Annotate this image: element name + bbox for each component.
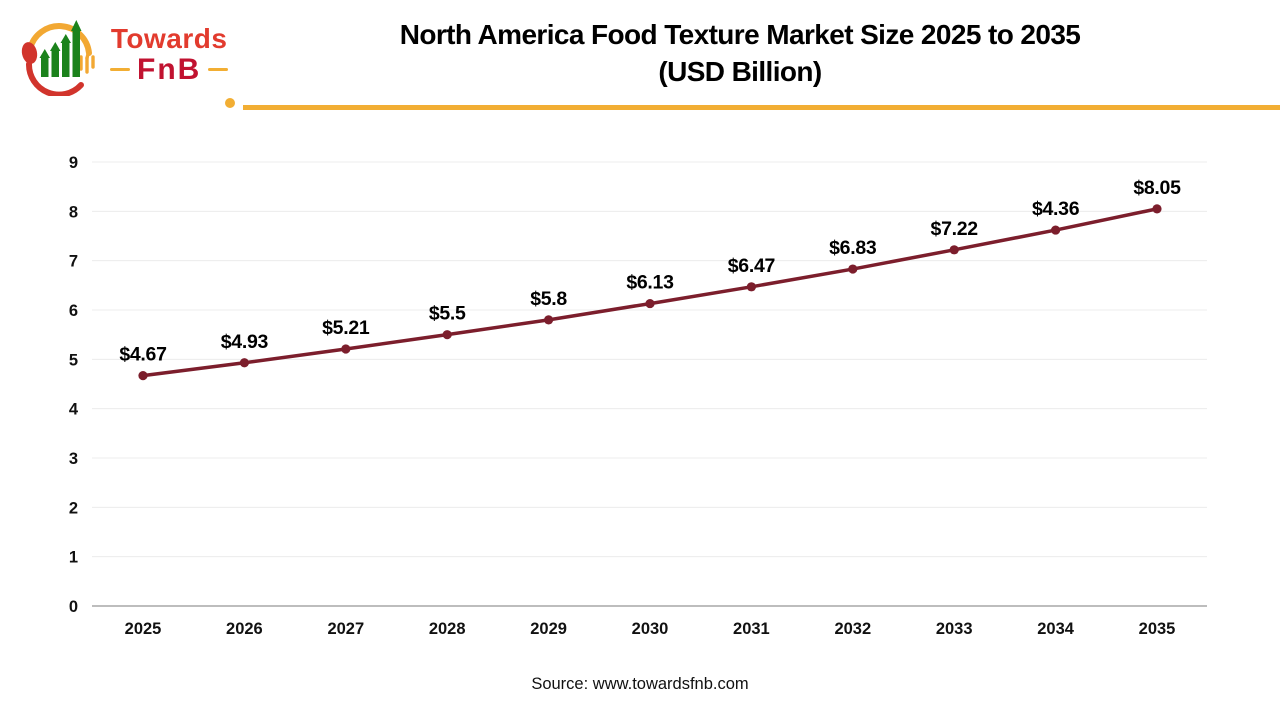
brand-dash-left-icon (110, 68, 130, 71)
data-point-label: $5.8 (530, 288, 567, 310)
data-point (239, 358, 249, 368)
data-point-label: $5.21 (322, 317, 370, 339)
x-tick-label: 2029 (530, 620, 567, 638)
brand-name-bottom-row: FnB (110, 52, 229, 86)
data-point-label: $7.22 (931, 218, 979, 240)
brand-logo: Towards FnB (18, 12, 229, 96)
y-tick-label: 8 (69, 203, 78, 221)
x-tick-label: 2025 (125, 620, 162, 638)
y-tick-label: 0 (69, 598, 78, 616)
title-divider (243, 105, 1280, 110)
data-point (848, 264, 858, 274)
brand-name-top: Towards (110, 22, 228, 54)
x-tick-label: 2026 (226, 620, 263, 638)
y-tick-label: 5 (69, 351, 78, 369)
data-point (341, 344, 351, 354)
data-point (1051, 225, 1061, 235)
data-point (746, 282, 757, 292)
x-tick-label: 2033 (936, 620, 973, 638)
y-tick-label: 3 (69, 450, 78, 468)
data-point-label: $4.36 (1032, 198, 1080, 220)
growth-bars-icon (39, 20, 82, 77)
data-point (544, 315, 554, 325)
y-tick-label: 7 (69, 253, 78, 271)
spoon-icon (21, 42, 38, 64)
x-tick-label: 2030 (632, 620, 669, 638)
y-tick-label: 1 (69, 549, 78, 567)
y-tick-label: 2 (69, 499, 78, 517)
logo-arc-top-icon (27, 23, 92, 56)
x-tick-label: 2035 (1139, 620, 1176, 638)
data-point-label: $8.05 (1133, 177, 1181, 199)
page-title-line2: (USD Billion) (658, 56, 822, 87)
data-point-label: $6.83 (829, 237, 877, 259)
data-point (1152, 204, 1162, 214)
data-point-label: $5.5 (429, 303, 466, 325)
title-divider-ring-icon (225, 98, 235, 108)
x-tick-label: 2031 (733, 620, 770, 638)
brand-dash-right-icon (208, 68, 229, 71)
fork-icon (79, 50, 95, 74)
data-point-label: $4.93 (221, 331, 269, 353)
source-note: Source: www.towardsfnb.com (531, 675, 749, 693)
x-tick-label: 2034 (1037, 620, 1075, 638)
data-point-label: $6.13 (626, 272, 674, 294)
data-point (442, 330, 452, 340)
x-tick-label: 2027 (327, 620, 364, 638)
brand-name-bottom: FnB (137, 52, 202, 86)
y-tick-label: 4 (69, 401, 79, 419)
logo-arc-bottom-icon (25, 61, 84, 96)
y-tick-label: 9 (69, 154, 78, 172)
x-tick-label: 2032 (834, 620, 871, 638)
data-point-label: $4.67 (119, 344, 166, 366)
page-title: North America Food Texture Market Size 2… (210, 16, 1270, 90)
data-point-label: $6.47 (728, 255, 775, 277)
brand-wordmark: Towards FnB (110, 22, 229, 86)
x-tick-label: 2028 (429, 620, 466, 638)
data-point (138, 371, 148, 381)
data-point (949, 245, 959, 255)
y-tick-label: 6 (69, 302, 78, 320)
brand-logo-icon (21, 20, 95, 96)
data-point (645, 298, 655, 309)
page-title-line1: North America Food Texture Market Size 2… (399, 19, 1081, 50)
